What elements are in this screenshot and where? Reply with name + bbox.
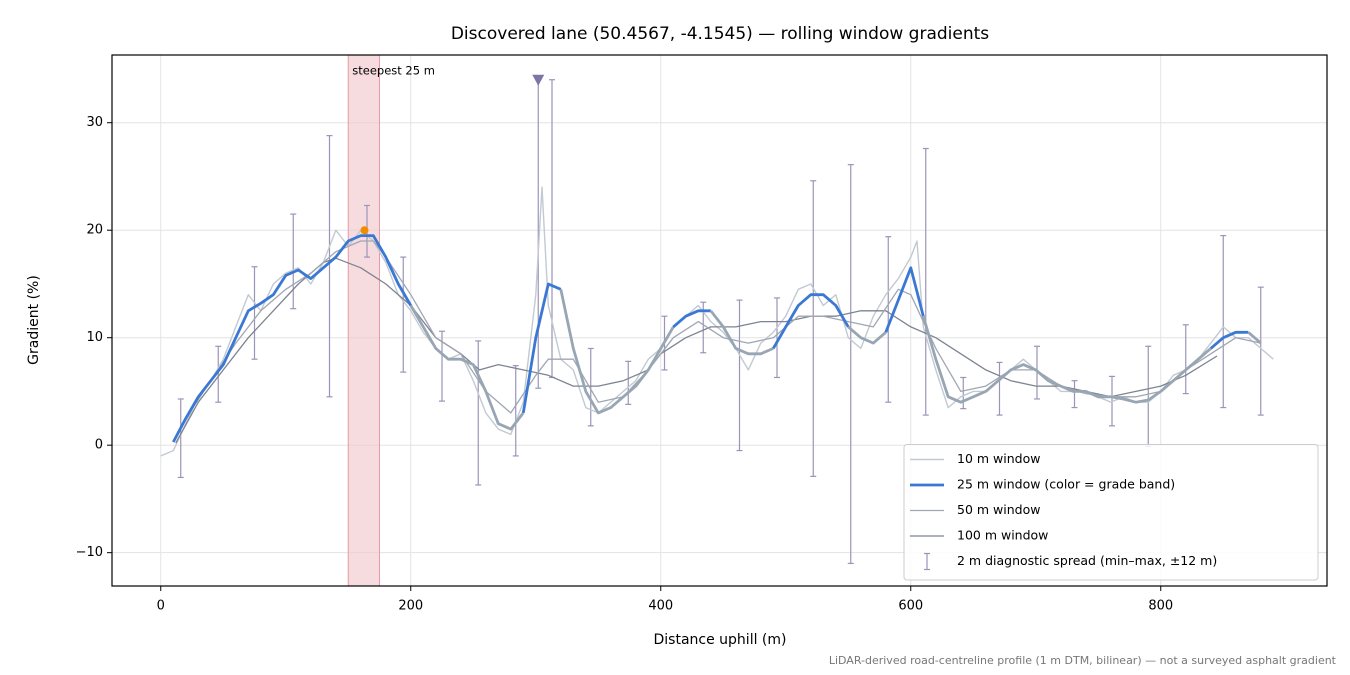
- legend-label: 10 m window: [957, 451, 1040, 466]
- error-bar: [960, 376, 967, 410]
- plot-area: [160, 55, 1274, 586]
- y-tick-label: 30: [86, 115, 103, 130]
- error-bar: [326, 135, 333, 398]
- series-line: [709, 309, 774, 356]
- highlight-band: [347, 55, 380, 586]
- error-bar: [215, 345, 222, 403]
- peak-marker: [532, 74, 545, 86]
- y-tick-label: −10: [76, 545, 103, 560]
- error-bar: [251, 266, 258, 360]
- series-line: [185, 240, 1261, 419]
- series-line: [921, 315, 1212, 404]
- x-tick-label: 200: [398, 599, 423, 614]
- error-bar: [290, 213, 297, 310]
- error-bar: [774, 297, 780, 379]
- x-tick-label: 800: [1148, 599, 1173, 614]
- x-tick-label: 600: [898, 599, 923, 614]
- error-bar: [996, 361, 1003, 416]
- highlight-label: steepest 25 m: [352, 64, 435, 78]
- error-bar: [439, 330, 445, 402]
- legend-label: 25 m window (color = grade band): [957, 477, 1175, 492]
- error-bar: [1257, 286, 1264, 416]
- legend-box: [903, 444, 1319, 581]
- error-bar: [475, 340, 482, 486]
- error-bar: [1182, 324, 1189, 395]
- series-line: [884, 266, 925, 333]
- axes-frame: [111, 54, 1328, 587]
- error-bar: [1145, 345, 1152, 447]
- error-bar: [885, 236, 892, 403]
- error-bar: [847, 164, 854, 565]
- error-bar: [1220, 234, 1227, 409]
- series-line: [1209, 330, 1249, 350]
- series-line: [1247, 331, 1262, 345]
- legend-label: 100 m window: [957, 528, 1048, 543]
- legend-label: 2 m diagnostic spread (min–max, ±12 m): [957, 553, 1217, 568]
- error-bar: [1071, 380, 1078, 409]
- x-tick-label: 400: [648, 599, 673, 614]
- x-axis-label: Distance uphill (m): [654, 632, 787, 648]
- legend-label: 50 m window: [957, 502, 1040, 517]
- y-axis-label: Gradient (%): [26, 275, 42, 365]
- error-bar: [177, 398, 184, 479]
- series-line: [160, 186, 1274, 457]
- series-line: [772, 293, 850, 350]
- error-bar: [736, 299, 743, 452]
- series-line: [409, 304, 525, 431]
- y-tick-label: 0: [95, 438, 103, 453]
- error-bar: [810, 180, 817, 477]
- error-bar: [625, 360, 632, 405]
- series-line: [672, 309, 711, 328]
- series-line: [175, 257, 1218, 444]
- error-bar: [400, 256, 407, 373]
- x-tick-label: 0: [157, 599, 165, 614]
- error-bar: [922, 147, 929, 416]
- series-line: [559, 289, 675, 415]
- series-line: [847, 325, 887, 345]
- y-tick-label: 10: [86, 330, 103, 345]
- chart-title: Discovered lane (50.4567, -4.1545) — rol…: [451, 24, 989, 44]
- legend: 10 m window 25 m window (color = grade ba…: [903, 444, 1319, 581]
- footnote: LiDAR-derived road-centreline profile (1…: [829, 654, 1337, 667]
- error-bar: [587, 347, 594, 427]
- steepest-point: [360, 226, 369, 235]
- error-bar: [512, 365, 519, 457]
- y-tick-label: 20: [86, 223, 103, 238]
- series-line: [172, 234, 413, 443]
- series-line: [521, 282, 562, 414]
